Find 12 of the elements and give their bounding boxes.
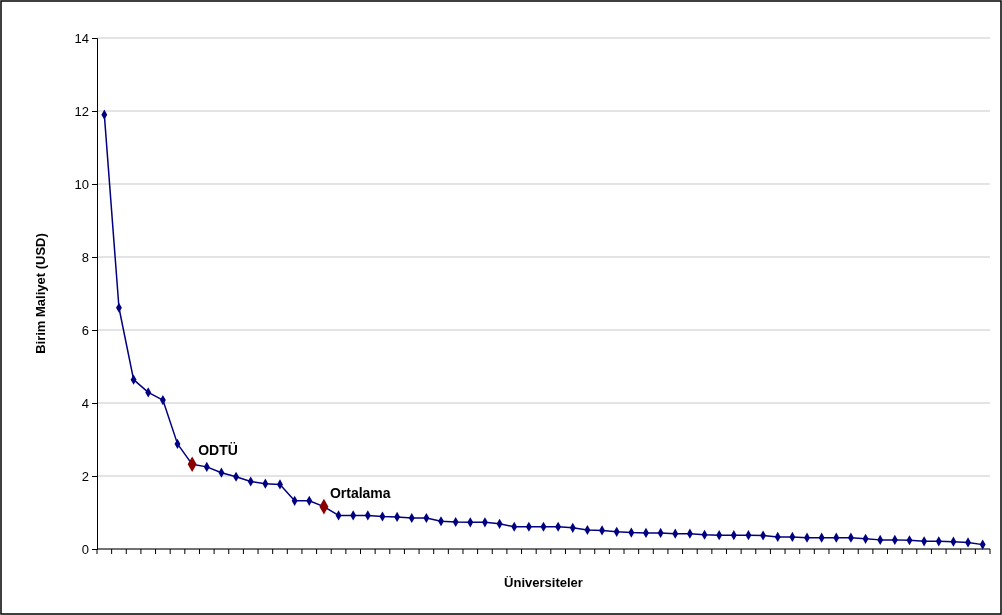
y-tick-label: 14 (74, 30, 89, 46)
annotation: Ortalama (329, 484, 391, 501)
x-axis-title: Üniversiteler (504, 575, 583, 590)
y-tick-label: 12 (74, 103, 89, 119)
y-tick-label: 6 (81, 322, 89, 338)
y-axis-title: Birim Maliyet (USD) (33, 233, 48, 354)
y-tick-label: 4 (81, 395, 89, 411)
annotation: ODTÜ (198, 442, 238, 459)
y-tick-label: 2 (81, 468, 89, 484)
y-tick-label: 8 (81, 249, 89, 265)
y-tick-label: 0 (81, 541, 89, 557)
y-tick-label: 10 (74, 176, 89, 192)
